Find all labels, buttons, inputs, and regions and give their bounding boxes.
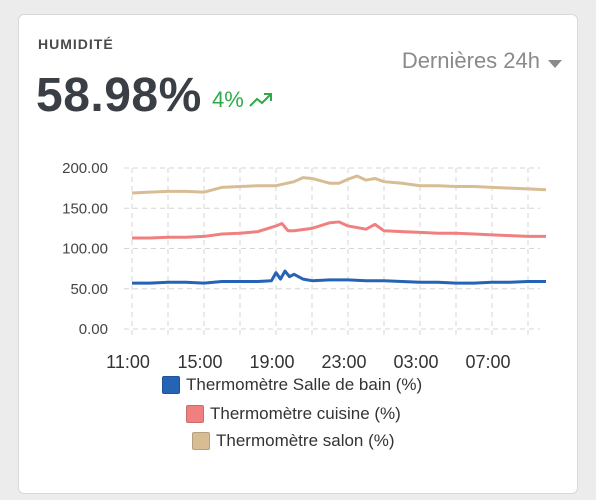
y-tick-label: 100.00 xyxy=(62,241,108,258)
legend-label: Thermomètre cuisine (%) xyxy=(210,404,401,423)
delta-value: 4% xyxy=(212,87,244,112)
x-tick-label: 19:00 xyxy=(249,352,294,372)
series-line-1 xyxy=(132,220,546,240)
x-tick-label: 03:00 xyxy=(393,352,438,372)
y-tick-label: 50.00 xyxy=(70,281,108,298)
legend-swatch xyxy=(192,432,210,450)
series-line-2 xyxy=(131,174,547,195)
current-humidity-value: 58.98% xyxy=(36,69,202,122)
legend-item[interactable]: Thermomètre cuisine (%) xyxy=(186,404,401,424)
caret-down-icon xyxy=(548,48,562,74)
y-tick-label: 150.00 xyxy=(62,200,108,217)
period-label: Dernières 24h xyxy=(401,48,540,73)
x-tick-label: 15:00 xyxy=(177,352,222,372)
legend-label: Thermomètre salon (%) xyxy=(216,431,395,450)
x-tick-label: 11:00 xyxy=(106,352,150,372)
y-tick-label: 200.00 xyxy=(62,160,108,177)
legend-item[interactable]: Thermomètre salon (%) xyxy=(192,431,395,451)
humidity-card xyxy=(18,14,578,494)
period-dropdown[interactable]: Dernières 24h xyxy=(402,48,562,74)
x-tick-label: 07:00 xyxy=(465,352,510,372)
card-title: HUMIDITÉ xyxy=(38,36,114,52)
legend-item[interactable]: Thermomètre Salle de bain (%) xyxy=(162,375,422,395)
trending-up-icon xyxy=(248,91,274,109)
x-tick-label: 23:00 xyxy=(321,352,366,372)
legend-label: Thermomètre Salle de bain (%) xyxy=(186,375,423,394)
legend-swatch xyxy=(186,405,204,423)
legend-swatch xyxy=(162,376,180,394)
series-line-0 xyxy=(132,269,546,285)
y-tick-label: 0.00 xyxy=(79,321,108,338)
delta-indicator: 4% xyxy=(212,87,274,113)
